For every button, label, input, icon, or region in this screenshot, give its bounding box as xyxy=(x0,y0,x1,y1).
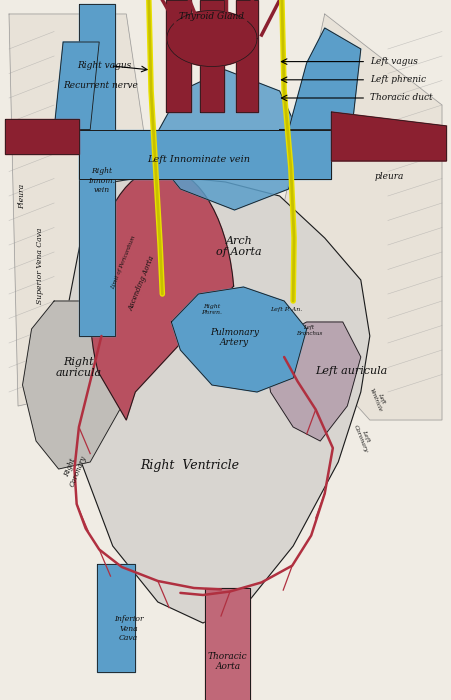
Polygon shape xyxy=(166,0,191,112)
Polygon shape xyxy=(90,168,234,420)
Text: Thoracic
Aorta: Thoracic Aorta xyxy=(208,652,248,671)
Polygon shape xyxy=(280,28,361,130)
Polygon shape xyxy=(236,0,258,112)
Text: Right
Phren.: Right Phren. xyxy=(202,304,222,315)
Text: Left
Bronchus: Left Bronchus xyxy=(296,325,322,336)
Polygon shape xyxy=(5,119,79,154)
Text: Arch
of Aorta: Arch of Aorta xyxy=(216,236,262,257)
Polygon shape xyxy=(200,0,224,112)
Text: Thyroid Gland: Thyroid Gland xyxy=(179,13,244,21)
Text: Right vagus: Right vagus xyxy=(77,62,131,70)
Text: Left P. An.: Left P. An. xyxy=(270,307,303,312)
Polygon shape xyxy=(54,175,370,623)
Text: Left Innominate vein: Left Innominate vein xyxy=(147,155,250,164)
Polygon shape xyxy=(79,4,115,336)
Text: Pleura: Pleura xyxy=(18,183,27,209)
Polygon shape xyxy=(171,287,307,392)
Text: Ascending Aorta: Ascending Aorta xyxy=(127,255,157,312)
Text: Right
auricula: Right auricula xyxy=(56,357,102,378)
Polygon shape xyxy=(331,112,446,161)
Polygon shape xyxy=(205,588,250,700)
Text: Left vagus: Left vagus xyxy=(370,57,418,66)
Text: Thoracic duct: Thoracic duct xyxy=(370,94,433,102)
Text: Right
Innom.
vein: Right Innom. vein xyxy=(88,167,115,194)
Polygon shape xyxy=(79,130,331,178)
Polygon shape xyxy=(167,10,257,66)
Polygon shape xyxy=(280,14,442,420)
Text: pleura: pleura xyxy=(374,172,404,181)
Polygon shape xyxy=(23,301,122,469)
Text: Inferior
Vena
Cava: Inferior Vena Cava xyxy=(114,615,143,642)
Polygon shape xyxy=(97,564,135,672)
Text: Pulmonary
Artery: Pulmonary Artery xyxy=(210,328,259,347)
Text: Left
Coronary: Left Coronary xyxy=(353,422,373,453)
Text: Left phrenic: Left phrenic xyxy=(370,76,426,84)
Text: Recurrent nerve: Recurrent nerve xyxy=(63,81,138,90)
Text: Right
Coronary: Right Coronary xyxy=(60,450,88,488)
Text: Superior Vena Cava: Superior Vena Cava xyxy=(36,228,44,304)
Polygon shape xyxy=(9,14,153,406)
Polygon shape xyxy=(266,322,361,441)
Polygon shape xyxy=(54,42,99,130)
Text: Limit of Pericardium: Limit of Pericardium xyxy=(111,235,137,290)
Text: Right  Ventricle: Right Ventricle xyxy=(140,459,239,472)
Text: Left auricula: Left auricula xyxy=(316,366,388,376)
Polygon shape xyxy=(153,70,302,210)
Text: Left
Ventricle: Left Ventricle xyxy=(369,386,388,412)
